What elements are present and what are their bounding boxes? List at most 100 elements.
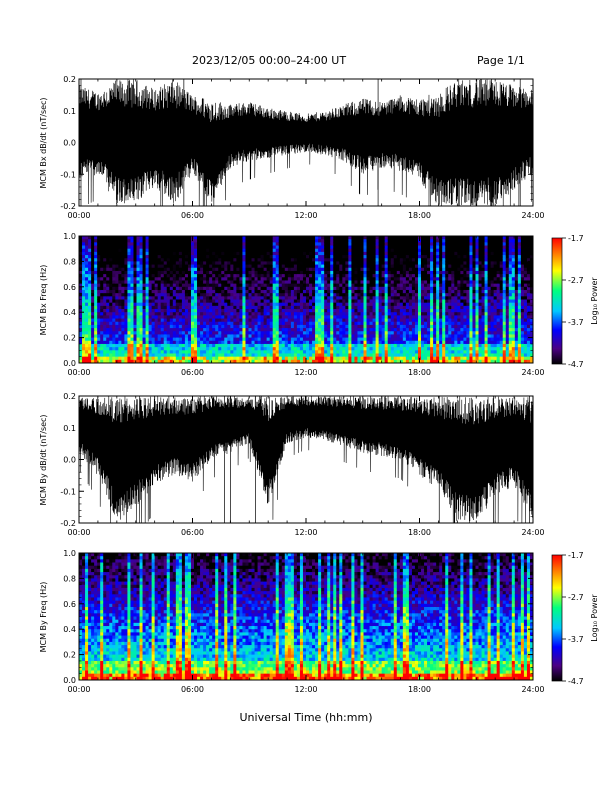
spectrogram-cell xyxy=(233,270,237,275)
spectrogram-cell xyxy=(242,321,246,326)
spectrogram-cell xyxy=(393,347,398,351)
spectrogram-cell xyxy=(411,236,416,240)
spectrogram-cell xyxy=(363,251,367,256)
spectrogram-cell xyxy=(142,239,146,243)
spectrogram-cell xyxy=(206,356,210,361)
spectrogram-cell xyxy=(430,350,434,354)
spectrogram-cell xyxy=(194,347,198,351)
spectrogram-cell xyxy=(387,236,392,240)
spectrogram-cell xyxy=(166,270,171,275)
spectrogram-cell xyxy=(299,283,304,288)
spectrogram-cell xyxy=(187,340,192,345)
spectrogram-cell xyxy=(281,280,286,285)
spectrogram-cell xyxy=(169,312,174,316)
spectrogram-cell xyxy=(275,251,280,256)
spectrogram-cell xyxy=(154,337,159,342)
spectrogram-cell xyxy=(163,289,168,294)
spectrogram-cell xyxy=(106,324,110,329)
spectrogram-cell xyxy=(369,280,373,285)
spectrogram-cell xyxy=(124,328,128,332)
spectrogram-cell xyxy=(109,245,113,250)
spectrogram-cell xyxy=(163,267,168,272)
spectrogram-cell xyxy=(127,318,131,323)
spectrogram-cell xyxy=(109,302,113,307)
spectrogram-cell xyxy=(354,356,358,361)
spectrogram-cell xyxy=(148,267,153,272)
spectrogram-cell xyxy=(269,334,274,338)
spectrogram-cell xyxy=(160,239,165,243)
spectrogram-cell xyxy=(118,312,122,316)
spectrogram-cell xyxy=(254,264,258,269)
spectrogram-cell xyxy=(166,321,171,326)
spectrogram-cell xyxy=(100,350,104,354)
spectrogram-cell xyxy=(321,353,325,358)
spectrogram-cell xyxy=(94,242,98,246)
spectrogram-cell xyxy=(112,321,116,326)
spectrogram-cell xyxy=(411,340,416,345)
spectrogram-cell xyxy=(318,331,322,335)
spectrogram-cell xyxy=(272,293,277,297)
spectrogram-cell xyxy=(212,334,216,338)
spectrogram-cell xyxy=(206,270,210,275)
spectrogram-cell xyxy=(197,245,201,250)
spectrogram-cell xyxy=(100,356,104,361)
spectrogram-cell xyxy=(79,286,83,291)
spectrogram-cell xyxy=(436,350,440,354)
spectrogram-cell xyxy=(351,353,355,358)
spectrogram-cell xyxy=(312,242,316,246)
spectrogram-cell xyxy=(393,302,398,307)
spectrogram-cell xyxy=(230,359,234,364)
spectrogram-cell xyxy=(281,334,286,338)
spectrogram-cell xyxy=(88,236,92,240)
spectrogram-cell xyxy=(287,286,292,291)
spectrogram-cell xyxy=(302,347,307,351)
spectrogram-cell xyxy=(121,280,125,285)
spectrogram-cell xyxy=(233,337,237,342)
spectrogram-cell xyxy=(215,267,219,272)
spectrogram-cell xyxy=(106,283,110,288)
spectrogram-cell xyxy=(439,236,443,240)
spectrogram-cell xyxy=(299,315,304,319)
spectrogram-cell xyxy=(103,315,107,319)
spectrogram-cell xyxy=(351,261,355,265)
spectrogram-cell xyxy=(342,315,346,319)
spectrogram-cell xyxy=(399,286,404,291)
spectrogram-cell xyxy=(251,318,255,323)
spectrogram-cell xyxy=(118,289,122,294)
spectrogram-cell xyxy=(145,251,150,256)
spectrogram-cell xyxy=(351,315,355,319)
spectrogram-cell xyxy=(260,267,265,272)
spectrogram-cell xyxy=(348,289,352,294)
spectrogram-cell xyxy=(190,242,195,246)
spectrogram-cell xyxy=(375,293,380,297)
spectrogram-cell xyxy=(275,258,280,262)
spectrogram-cell xyxy=(296,302,301,307)
spectrogram-cell xyxy=(242,343,246,348)
spectrogram-cell xyxy=(187,293,192,297)
spectrogram-cell xyxy=(417,309,422,313)
spectrogram-cell xyxy=(257,283,261,288)
spectrogram-cell xyxy=(178,251,183,256)
spectrogram-cell xyxy=(112,347,116,351)
spectrogram-cell xyxy=(221,236,225,240)
spectrogram-cell xyxy=(266,258,271,262)
spectrogram-cell xyxy=(100,331,104,335)
spectrogram-cell xyxy=(154,289,159,294)
spectrogram-cell xyxy=(103,255,107,259)
spectrogram-cell xyxy=(393,258,398,262)
spectrogram-cell xyxy=(169,267,174,272)
spectrogram-cell xyxy=(272,274,277,278)
spectrogram-cell xyxy=(206,321,210,326)
spectrogram-cell xyxy=(312,302,316,307)
spectrogram-cell xyxy=(278,264,283,269)
spectrogram-cell xyxy=(342,312,346,316)
spectrogram-cell xyxy=(287,236,292,240)
spectrogram-cell xyxy=(154,251,159,256)
spectrogram-cell xyxy=(121,315,125,319)
spectrogram-cell xyxy=(363,328,367,332)
spectrogram-cell xyxy=(148,236,153,240)
spectrogram-cell xyxy=(100,289,104,294)
spectrogram-cell xyxy=(151,270,156,275)
spectrogram-cell xyxy=(209,343,213,348)
spectrogram-cell xyxy=(142,340,146,345)
